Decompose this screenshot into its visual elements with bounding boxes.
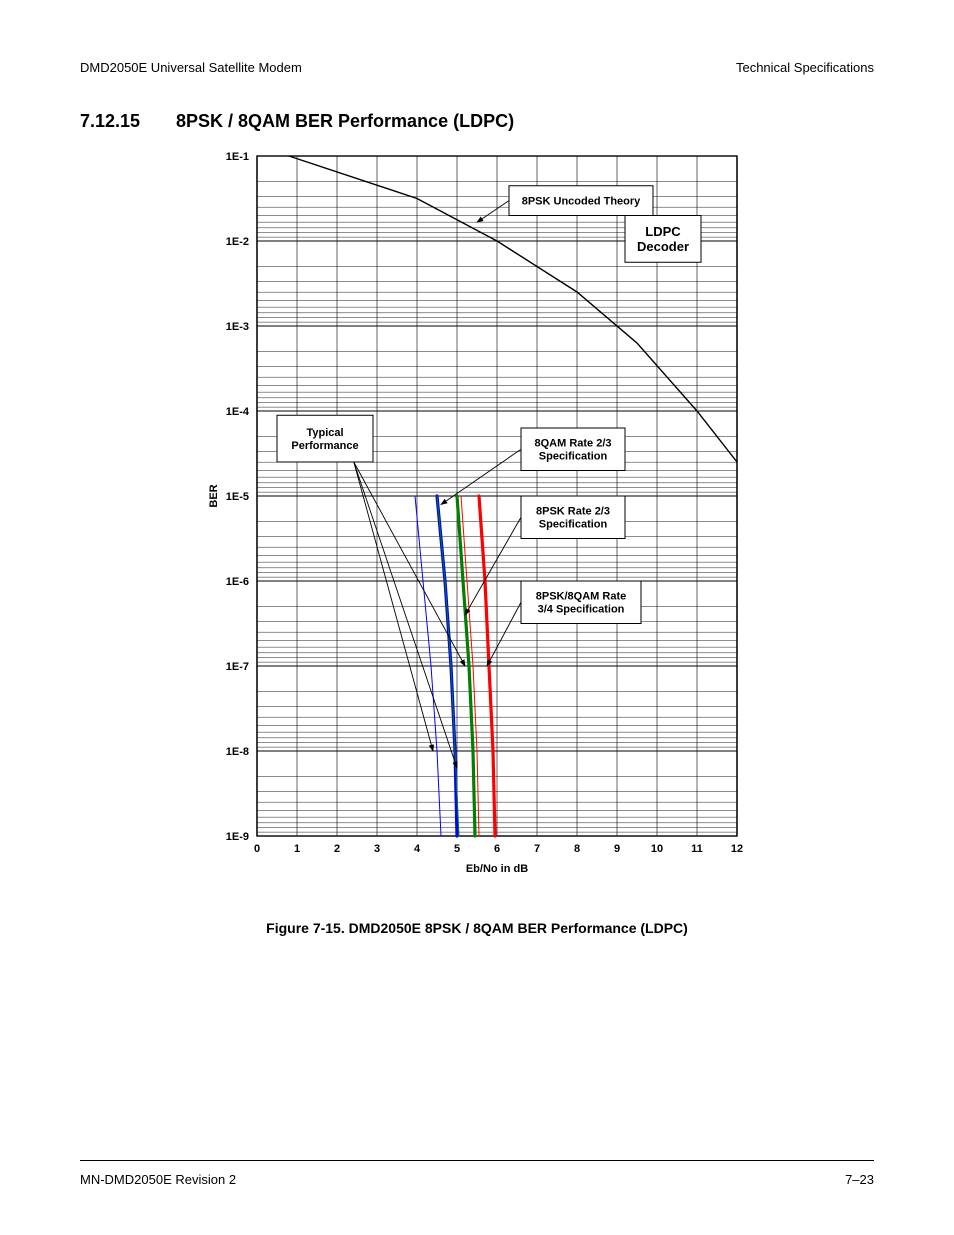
header-right: Technical Specifications bbox=[736, 60, 874, 75]
svg-text:5: 5 bbox=[454, 843, 460, 855]
svg-text:6: 6 bbox=[494, 843, 500, 855]
svg-text:1E-8: 1E-8 bbox=[226, 746, 249, 758]
svg-text:3/4 Specification: 3/4 Specification bbox=[538, 604, 625, 616]
svg-text:12: 12 bbox=[731, 843, 743, 855]
svg-text:BER: BER bbox=[208, 484, 220, 507]
svg-text:1E-5: 1E-5 bbox=[226, 491, 249, 503]
footer-rule bbox=[80, 1160, 874, 1161]
svg-text:1: 1 bbox=[294, 843, 300, 855]
svg-text:10: 10 bbox=[651, 843, 663, 855]
svg-text:1E-4: 1E-4 bbox=[226, 406, 250, 418]
svg-text:7: 7 bbox=[534, 843, 540, 855]
section-heading: 7.12.15 8PSK / 8QAM BER Performance (LDP… bbox=[80, 111, 874, 132]
svg-text:1E-3: 1E-3 bbox=[226, 321, 249, 333]
section-title-text: 8PSK / 8QAM BER Performance (LDPC) bbox=[176, 111, 514, 132]
footer-right: 7–23 bbox=[845, 1172, 874, 1187]
svg-text:Performance: Performance bbox=[291, 440, 358, 452]
svg-text:8PSK Uncoded Theory: 8PSK Uncoded Theory bbox=[522, 195, 641, 207]
page-footer: MN-DMD2050E Revision 2 7–23 bbox=[80, 1172, 874, 1187]
ber-chart: 01234567891011121E-11E-21E-31E-41E-51E-6… bbox=[197, 146, 757, 896]
svg-text:1E-6: 1E-6 bbox=[226, 576, 249, 588]
svg-text:Eb/No in dB: Eb/No in dB bbox=[466, 863, 528, 875]
svg-text:1E-9: 1E-9 bbox=[226, 831, 249, 843]
svg-text:0: 0 bbox=[254, 843, 260, 855]
page-header: DMD2050E Universal Satellite Modem Techn… bbox=[80, 60, 874, 75]
chart-svg: 01234567891011121E-11E-21E-31E-41E-51E-6… bbox=[197, 146, 757, 896]
figure-caption: Figure 7-15. DMD2050E 8PSK / 8QAM BER Pe… bbox=[80, 920, 874, 936]
svg-text:1E-7: 1E-7 bbox=[226, 661, 249, 673]
page: DMD2050E Universal Satellite Modem Techn… bbox=[0, 0, 954, 1235]
svg-text:3: 3 bbox=[374, 843, 380, 855]
svg-text:1E-1: 1E-1 bbox=[226, 151, 249, 163]
svg-text:8PSK/8QAM Rate: 8PSK/8QAM Rate bbox=[536, 591, 626, 603]
svg-text:1E-2: 1E-2 bbox=[226, 236, 249, 248]
svg-text:Decoder: Decoder bbox=[637, 239, 689, 254]
svg-text:4: 4 bbox=[414, 843, 421, 855]
svg-text:LDPC: LDPC bbox=[645, 224, 681, 239]
svg-text:Typical: Typical bbox=[306, 427, 343, 439]
svg-text:9: 9 bbox=[614, 843, 620, 855]
svg-text:2: 2 bbox=[334, 843, 340, 855]
svg-text:11: 11 bbox=[691, 843, 703, 855]
svg-text:8: 8 bbox=[574, 843, 580, 855]
footer-left: MN-DMD2050E Revision 2 bbox=[80, 1172, 236, 1187]
section-number: 7.12.15 bbox=[80, 111, 176, 132]
header-left: DMD2050E Universal Satellite Modem bbox=[80, 60, 302, 75]
svg-text:Specification: Specification bbox=[539, 519, 608, 531]
svg-text:8PSK Rate 2/3: 8PSK Rate 2/3 bbox=[536, 506, 610, 518]
svg-text:8QAM Rate 2/3: 8QAM Rate 2/3 bbox=[534, 438, 611, 450]
svg-text:Specification: Specification bbox=[539, 451, 608, 463]
